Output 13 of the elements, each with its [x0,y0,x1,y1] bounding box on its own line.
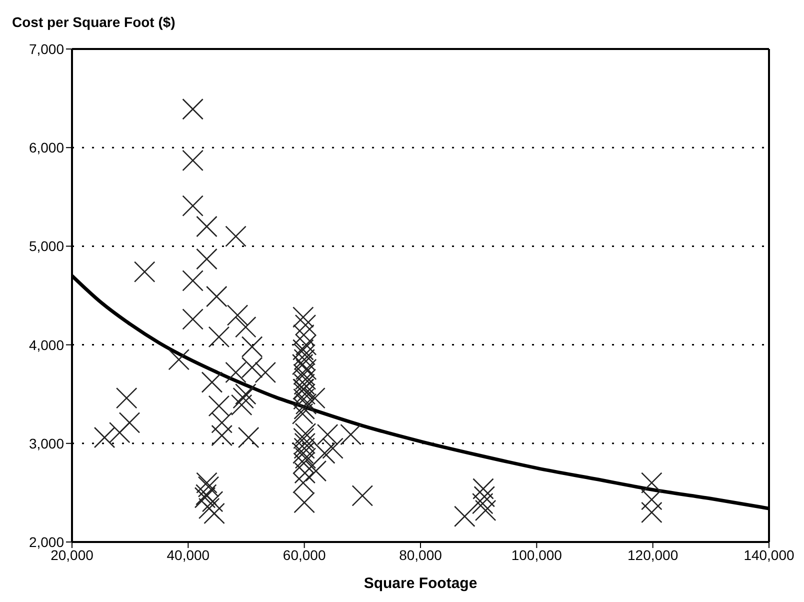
y-tick-label: 6,000 [28,140,64,156]
x-tick-label: 120,000 [628,546,678,563]
x-axis-title: Square Footage [364,575,478,592]
y-tick-label: 3,000 [28,435,64,452]
x-tick-label: 80,000 [399,546,442,563]
x-tick-label: 100,000 [511,546,562,563]
y-tick-label: 4,000 [28,336,64,353]
x-tick-label: 40,000 [166,546,210,563]
x-tick-label: 140,000 [744,546,795,563]
y-axis-title: Cost per Square Foot ($) [11,13,176,32]
y-tick-label: 7,000 [28,40,64,57]
x-tick-label: 60,000 [282,546,326,563]
y-tick-label: 5,000 [28,238,64,254]
